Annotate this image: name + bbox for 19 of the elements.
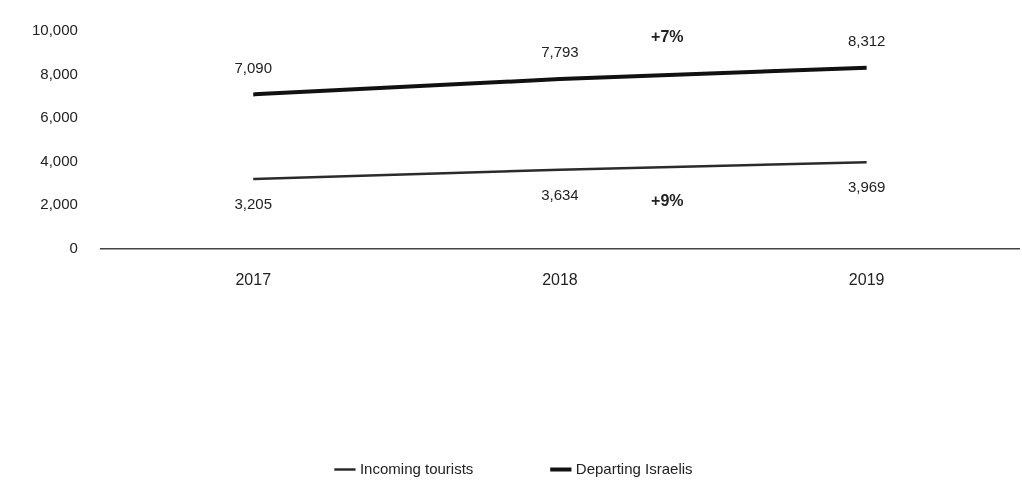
data-label: 7,793 (541, 43, 579, 61)
legend-label: Departing Israelis (575, 459, 693, 477)
annotation: +7% (651, 27, 684, 45)
y-tick-label: 2,000 (40, 195, 78, 213)
data-label: 3,634 (541, 185, 579, 203)
annotation: +9% (651, 191, 684, 209)
x-tick-label: 2018 (542, 270, 578, 288)
y-tick-label: 0 (69, 238, 78, 256)
y-tick-label: 8,000 (40, 64, 78, 82)
y-tick-label: 4,000 (40, 151, 78, 169)
y-tick-label: 10,000 (31, 21, 78, 39)
x-tick-label: 2017 (235, 270, 272, 288)
data-label: 3,969 (847, 178, 886, 196)
legend-label: Incoming tourists (359, 459, 474, 477)
x-tick-label: 2019 (848, 270, 885, 288)
data-label: 8,312 (847, 31, 886, 49)
data-label: 3,205 (234, 195, 273, 213)
y-tick-label: 6,000 (40, 108, 78, 126)
data-label: 7,090 (234, 58, 273, 76)
